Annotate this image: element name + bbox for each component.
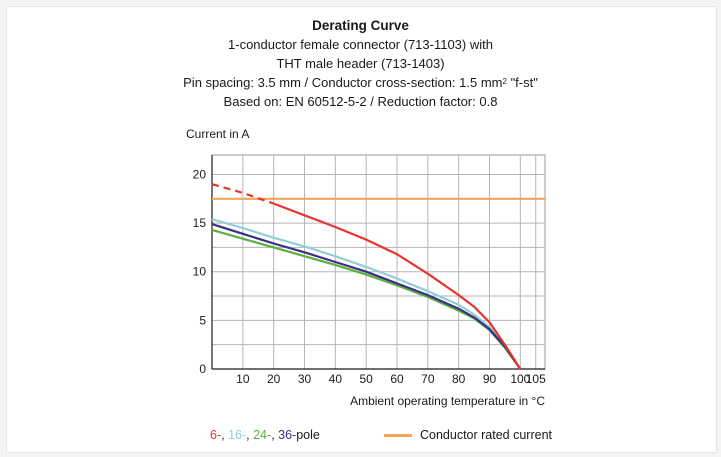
x-tick-label: 80 (452, 372, 466, 386)
subtitle-superscript: 2 (502, 77, 507, 86)
legend-pole-text: 24- (253, 428, 272, 442)
x-tick-label: 40 (329, 372, 343, 386)
legend-pole-text: , (271, 428, 279, 442)
y-tick-label: 5 (199, 313, 206, 327)
legend-rated-label: Conductor rated current (420, 428, 553, 442)
x-tick-label: 30 (298, 372, 312, 386)
legend-rated: Conductor rated current (384, 428, 552, 442)
y-axis-label: Current in A (186, 127, 249, 141)
subtitle-line-4: Based on: EN 60512-5-2 / Reduction facto… (223, 94, 498, 109)
legend-rated-swatch (384, 434, 412, 438)
legend-pole-text: , (221, 428, 229, 442)
subtitle-line-2: THT male header (713-1403) (276, 56, 445, 71)
x-tick-label: 50 (359, 372, 373, 386)
subtitle-line-3: Pin spacing: 3.5 mm / Conductor cross-se… (0, 73, 721, 92)
x-tick-label: 100 (510, 372, 530, 386)
chart-header: Derating Curve 1-conductor female connec… (0, 16, 721, 111)
x-axis-label: Ambient operating temperature in °C (350, 394, 545, 408)
x-tick-label: 105 (526, 372, 546, 386)
x-tick-label: 20 (267, 372, 281, 386)
series-6-dashed-line (211, 183, 275, 205)
y-tick-label: 15 (193, 216, 207, 230)
chart-title: Derating Curve (312, 18, 409, 33)
x-tick-label: 60 (390, 372, 404, 386)
subtitle-line-1: 1-conductor female connector (713-1103) … (228, 37, 493, 52)
x-tick-label: 10 (236, 372, 250, 386)
subtitle-line-3-suffix: "f-st" (506, 75, 538, 90)
legend-pole-text: 16- (228, 428, 247, 442)
y-tick-label: 20 (193, 167, 207, 181)
subtitle-line-3-text: Pin spacing: 3.5 mm / Conductor cross-se… (183, 75, 503, 90)
legend-pole-text: , (246, 428, 254, 442)
legend-poles: 6-, 16-, 24-, 36-pole (210, 428, 320, 442)
legend-pole-text: 6- (210, 428, 222, 442)
series-6-line (273, 202, 522, 370)
chart-card (6, 6, 717, 453)
series-16-line (211, 218, 522, 370)
y-tick-label: 10 (193, 265, 207, 279)
series-36-line (211, 223, 522, 370)
y-tick-label: 0 (199, 362, 206, 376)
legend-pole-text: 36- (278, 428, 297, 442)
x-tick-label: 70 (421, 372, 435, 386)
legend-pole-text: pole (296, 428, 320, 442)
x-tick-label: 90 (483, 372, 497, 386)
